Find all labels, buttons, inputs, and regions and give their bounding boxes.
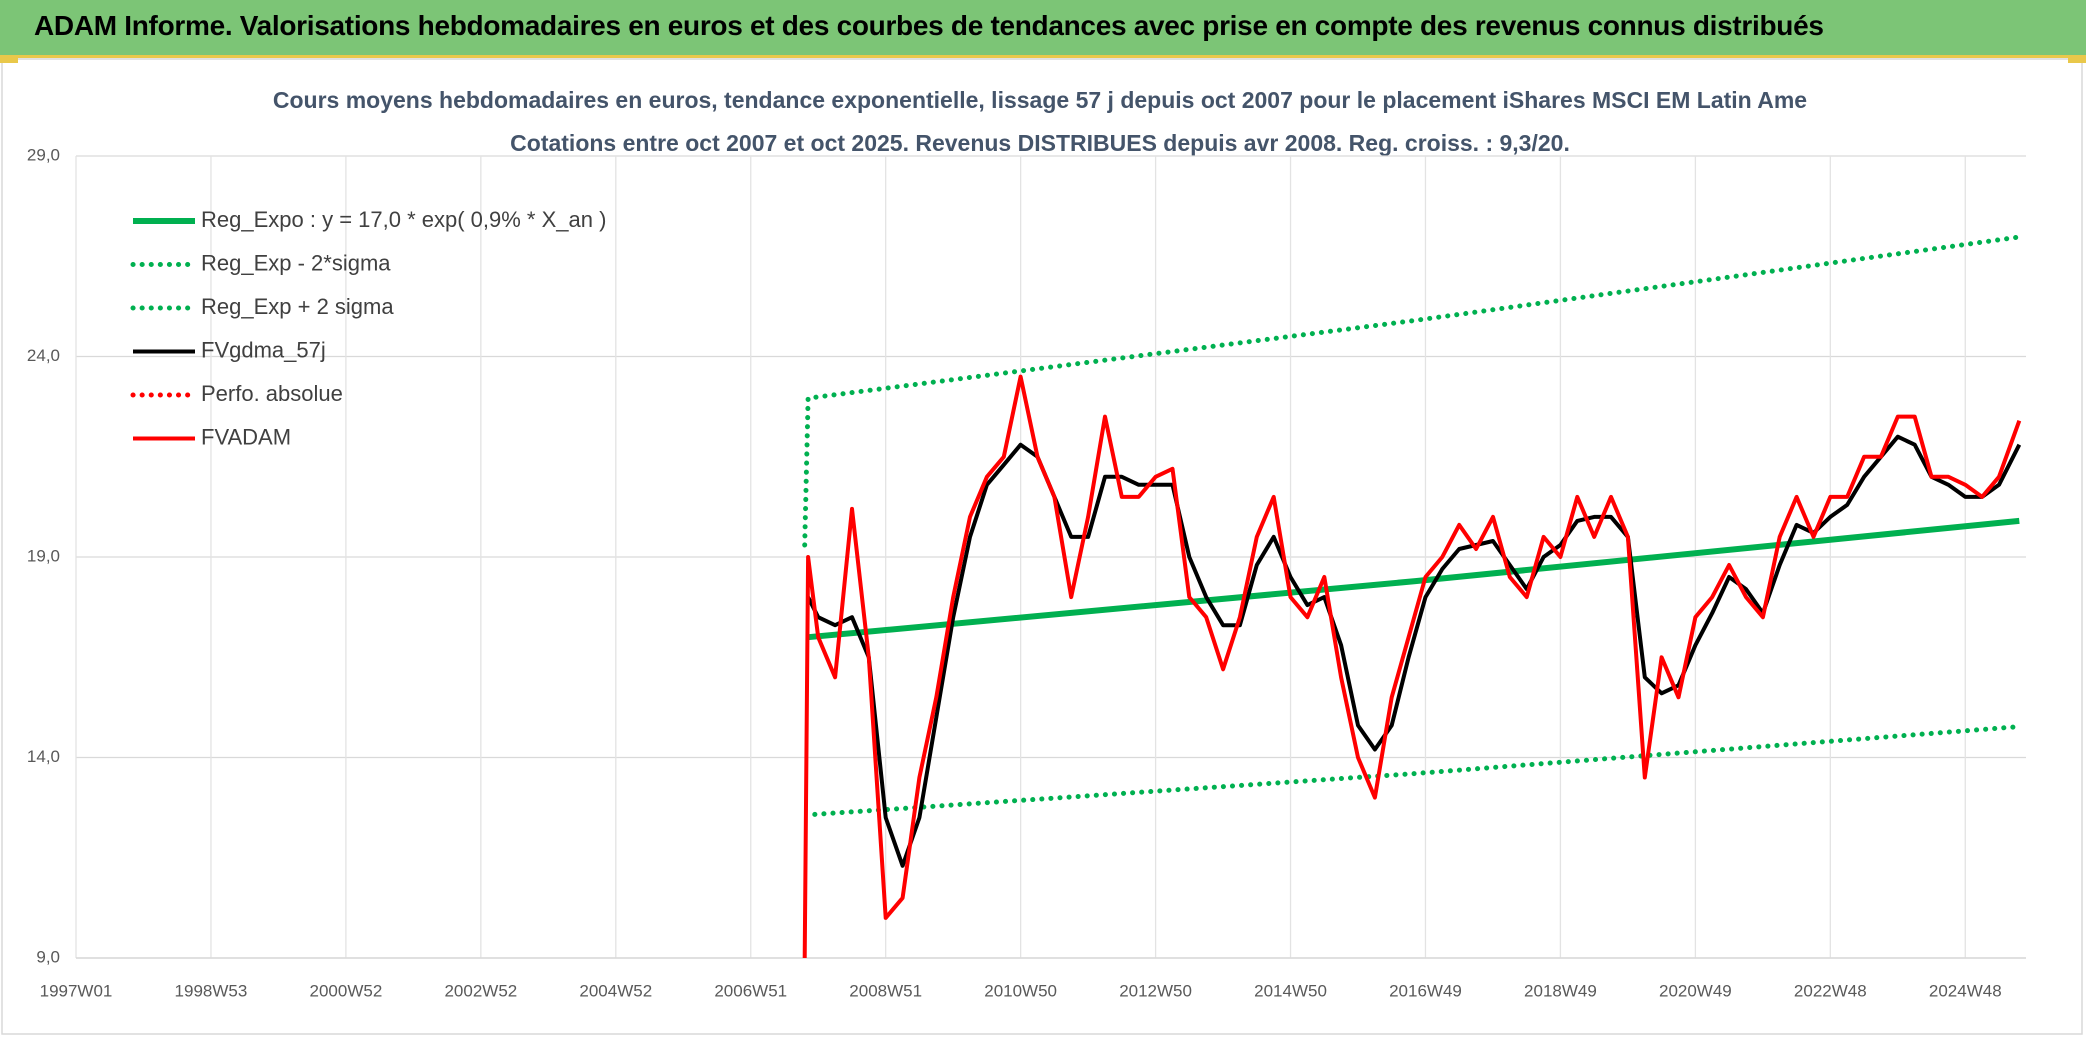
chart-subtitle: Cotations entre oct 2007 et oct 2025. Re…	[510, 130, 1570, 156]
x-tick-label: 2010W50	[984, 981, 1057, 1000]
series-line	[812, 724, 2022, 817]
legend-label: FVADAM	[201, 424, 291, 449]
legend-label: Reg_Expo : y = 17,0 * exp( 0,9% * X_an )	[201, 207, 606, 232]
x-tick-label: 2014W50	[1254, 981, 1327, 1000]
x-tick-label: 2024W48	[1929, 981, 2002, 1000]
series-line	[802, 234, 2022, 548]
y-tick-label: 24,0	[27, 346, 60, 365]
chart: Cours moyens hebdomadaires en euros, ten…	[0, 58, 2086, 1035]
header-bar: ADAM Informe. Valorisations hebdomadaire…	[0, 0, 2086, 58]
x-tick-label: 2000W52	[310, 981, 383, 1000]
x-tick-label: 2008W51	[849, 981, 922, 1000]
x-tick-label: 2020W49	[1659, 981, 1732, 1000]
x-tick-label: 2002W52	[444, 981, 517, 1000]
legend-label: Perfo. absolue	[201, 381, 343, 406]
x-tick-label: 2016W49	[1389, 981, 1462, 1000]
y-tick-label: 9,0	[36, 947, 60, 966]
legend-label: Reg_Exp - 2*sigma	[201, 250, 391, 275]
corner-accent	[0, 58, 18, 63]
x-tick-label: 2018W49	[1524, 981, 1597, 1000]
x-tick-label: 2006W51	[714, 981, 787, 1000]
chart-title: Cours moyens hebdomadaires en euros, ten…	[273, 87, 1807, 113]
x-tick-label: 2012W50	[1119, 981, 1192, 1000]
series-line	[807, 517, 2020, 641]
series-line	[802, 374, 2022, 959]
x-tick-label: 2022W48	[1794, 981, 1867, 1000]
y-tick-label: 19,0	[27, 546, 60, 565]
y-tick-label: 29,0	[27, 145, 60, 164]
legend-label: Reg_Exp + 2 sigma	[201, 294, 394, 319]
header-title: ADAM Informe. Valorisations hebdomadaire…	[34, 10, 1824, 41]
corner-accent	[2068, 58, 2086, 63]
y-tick-label: 14,0	[27, 747, 60, 766]
x-tick-label: 2004W52	[579, 981, 652, 1000]
legend-label: FVgdma_57j	[201, 337, 326, 362]
x-tick-label: 1997W01	[40, 981, 113, 1000]
x-tick-label: 1998W53	[175, 981, 248, 1000]
